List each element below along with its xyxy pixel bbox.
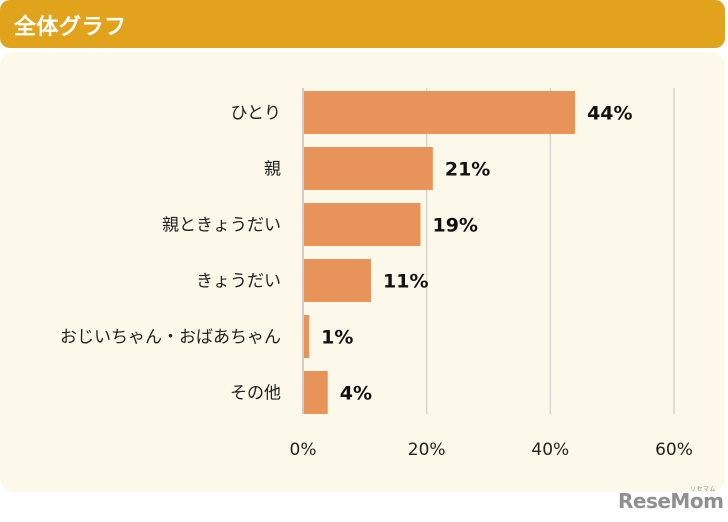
value-label: 21% [445,159,490,181]
chart-header: 全体グラフ [0,0,725,48]
category-label: 親ときょうだい [162,216,281,236]
value-label: 4% [340,383,372,405]
bar [304,91,576,134]
bar [304,203,421,246]
category-label: きょうだい [196,272,281,292]
x-tick-label: 40% [531,440,569,460]
resemom-logo: ReseMom [618,489,724,513]
value-label: 11% [383,271,428,293]
bar [304,371,328,414]
category-label: おじいちゃん・おばあちゃん [60,328,281,348]
value-label: 44% [587,103,632,125]
x-tick-label: 20% [408,440,446,460]
bar [304,147,433,190]
resemom-logo-kana: リセマム [690,486,717,493]
category-label: その他 [230,384,281,404]
x-tick-label: 60% [655,440,693,460]
x-tick-label: 0% [290,440,317,460]
chart-title: 全体グラフ [14,15,127,40]
category-label: 親 [264,160,281,180]
bar [304,315,310,358]
bar [304,259,372,302]
category-label: ひとり [231,104,282,124]
value-label: 19% [432,215,477,237]
value-label: 1% [321,327,353,349]
